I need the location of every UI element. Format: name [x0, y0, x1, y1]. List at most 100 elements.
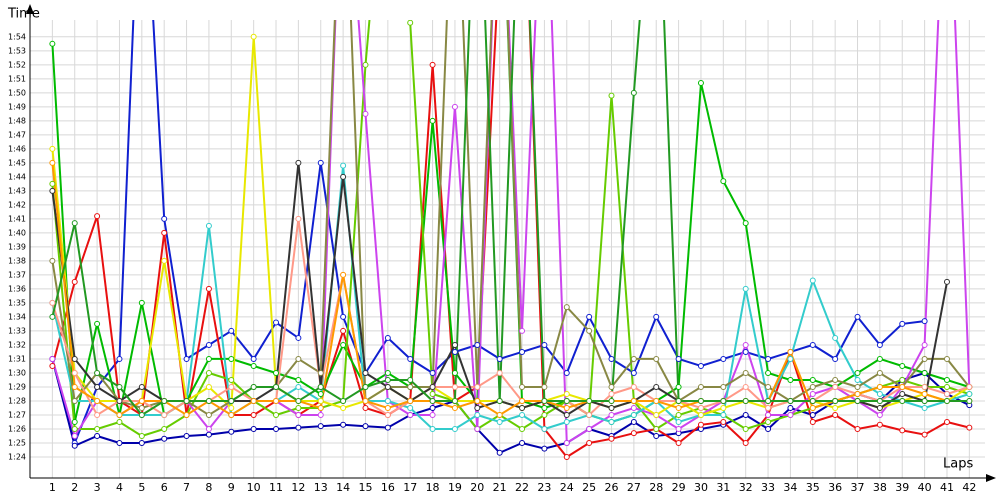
point — [474, 425, 481, 432]
point — [205, 285, 212, 292]
point — [138, 383, 145, 390]
point — [228, 411, 235, 418]
point — [429, 425, 436, 432]
y-tick-label: 1:36 — [8, 284, 26, 293]
point — [340, 271, 347, 278]
point — [384, 424, 391, 431]
y-tick-label: 1:54 — [8, 32, 26, 41]
point — [630, 430, 637, 437]
point — [854, 390, 861, 397]
point — [429, 404, 436, 411]
point — [250, 362, 257, 369]
point — [876, 369, 883, 376]
point — [742, 369, 749, 376]
point — [742, 285, 749, 292]
point — [809, 411, 816, 418]
point — [49, 180, 56, 187]
point — [161, 411, 168, 418]
point — [630, 355, 637, 362]
point — [228, 376, 235, 383]
point — [608, 418, 615, 425]
x-tick-label: 16 — [381, 481, 395, 494]
point — [49, 187, 56, 194]
point — [474, 397, 481, 404]
point — [720, 383, 727, 390]
x-tick-label: 23 — [537, 481, 551, 494]
point — [362, 397, 369, 404]
point — [586, 313, 593, 320]
point — [295, 383, 302, 390]
point — [742, 439, 749, 446]
point — [317, 369, 324, 376]
x-tick-label: 40 — [918, 481, 932, 494]
point — [765, 418, 772, 425]
point — [295, 404, 302, 411]
point — [116, 418, 123, 425]
point — [49, 145, 56, 152]
point — [273, 397, 280, 404]
point — [742, 220, 749, 227]
point — [340, 313, 347, 320]
point — [49, 257, 56, 264]
x-tick-label: 8 — [205, 481, 212, 494]
point — [608, 435, 615, 442]
point — [138, 439, 145, 446]
point — [183, 355, 190, 362]
point — [876, 411, 883, 418]
point — [675, 411, 682, 418]
point — [832, 376, 839, 383]
point — [541, 445, 548, 452]
point — [742, 341, 749, 348]
point — [205, 369, 212, 376]
point — [362, 383, 369, 390]
point — [943, 355, 950, 362]
point — [362, 404, 369, 411]
point — [317, 411, 324, 418]
point — [899, 362, 906, 369]
point — [49, 40, 56, 47]
point — [921, 341, 928, 348]
y-tick-label: 1:26 — [8, 424, 26, 433]
series-line — [51, 165, 970, 431]
point — [228, 404, 235, 411]
point — [697, 397, 704, 404]
point — [71, 397, 78, 404]
point — [429, 117, 436, 124]
point — [71, 278, 78, 285]
point — [94, 320, 101, 327]
point — [429, 411, 436, 418]
series-line — [51, 162, 970, 417]
point — [340, 341, 347, 348]
point — [742, 397, 749, 404]
y-axis-label: Time — [7, 7, 40, 22]
point — [71, 383, 78, 390]
y-tick-label: 1:24 — [8, 452, 26, 461]
point — [451, 341, 458, 348]
point — [899, 320, 906, 327]
point — [205, 355, 212, 362]
point — [94, 411, 101, 418]
point — [563, 369, 570, 376]
point — [71, 442, 78, 449]
y-tick-label: 1:40 — [8, 228, 26, 237]
point — [586, 411, 593, 418]
point — [94, 369, 101, 376]
point — [317, 423, 324, 430]
point — [161, 257, 168, 264]
point — [563, 390, 570, 397]
y-tick-label: 1:50 — [8, 88, 26, 97]
point — [832, 383, 839, 390]
point — [876, 355, 883, 362]
point — [228, 355, 235, 362]
x-tick-label: 11 — [269, 481, 283, 494]
x-tick-label: 26 — [604, 481, 618, 494]
point — [496, 411, 503, 418]
point — [407, 404, 414, 411]
y-tick-label: 1:49 — [8, 102, 26, 111]
x-tick-label: 29 — [672, 481, 686, 494]
point — [675, 397, 682, 404]
point — [541, 383, 548, 390]
point — [608, 390, 615, 397]
point — [340, 327, 347, 334]
